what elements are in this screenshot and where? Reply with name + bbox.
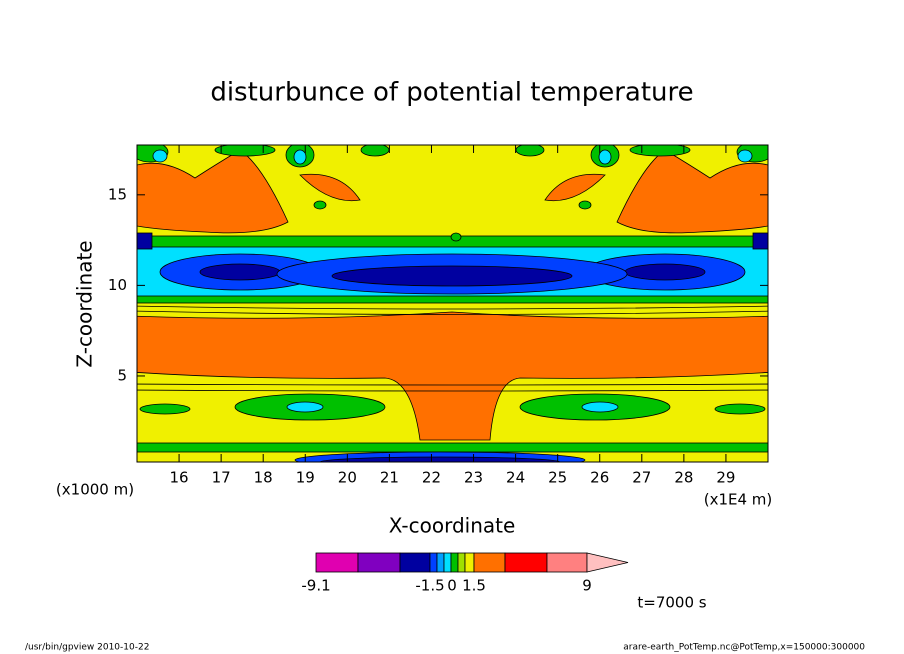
colorbar-tick-label: 0: [447, 577, 457, 595]
footer-left: /usr/bin/gpview 2010-10-22: [25, 643, 149, 653]
y-axis-label: Z-coordinate: [73, 240, 97, 367]
x-unit: (x1E4 m): [704, 491, 773, 509]
y-tick-label: 10: [108, 276, 127, 294]
x-tick-label: 17: [212, 469, 231, 487]
x-tick-label: 25: [548, 469, 567, 487]
colorbar-tick-label: -1.5: [415, 577, 444, 595]
x-tick-label: 19: [296, 469, 315, 487]
x-tick-label: 28: [674, 469, 693, 487]
colorbar-box: [443, 552, 452, 573]
x-tick-label: 26: [590, 469, 609, 487]
x-axis-label: X-coordinate: [389, 514, 516, 538]
colorbar-box: [504, 552, 548, 573]
chart-title: disturbunce of potential temperature: [210, 78, 693, 108]
colorbar-box: [429, 552, 438, 573]
y-unit: (x1000 m): [56, 481, 134, 499]
colorbar-box: [436, 552, 445, 573]
colorbar-box: [464, 552, 475, 573]
colorbar-tick-label: -9.1: [301, 577, 330, 595]
y-tick-label: 15: [108, 185, 127, 203]
x-tick-label: 23: [464, 469, 483, 487]
colorbar-box: [315, 552, 359, 573]
colorbar-arrow: [586, 552, 629, 573]
y-tick-label: 5: [117, 366, 127, 384]
plot-frame: [136, 144, 769, 463]
annotation: t=7000 s: [637, 594, 706, 612]
contour-field: [137, 145, 768, 462]
x-tick-label: 24: [506, 469, 525, 487]
colorbar-box: [399, 552, 431, 573]
x-tick-label: 21: [380, 469, 399, 487]
x-tick-label: 27: [632, 469, 651, 487]
x-tick-label: 16: [170, 469, 189, 487]
x-tick-label: 20: [338, 469, 357, 487]
colorbar-tick-label: 9: [582, 577, 592, 595]
colorbar-box: [473, 552, 506, 573]
colorbar-box: [457, 552, 466, 573]
colorbar-tick-label: 1.5: [462, 577, 486, 595]
colorbar-box: [357, 552, 401, 573]
x-tick-label: 18: [254, 469, 273, 487]
colorbar-box: [450, 552, 459, 573]
x-tick-label: 29: [716, 469, 735, 487]
footer-right: arare-earth_PotTemp.nc@PotTemp,x=150000:…: [623, 643, 865, 653]
colorbar-box: [546, 552, 588, 573]
x-tick-label: 22: [422, 469, 441, 487]
